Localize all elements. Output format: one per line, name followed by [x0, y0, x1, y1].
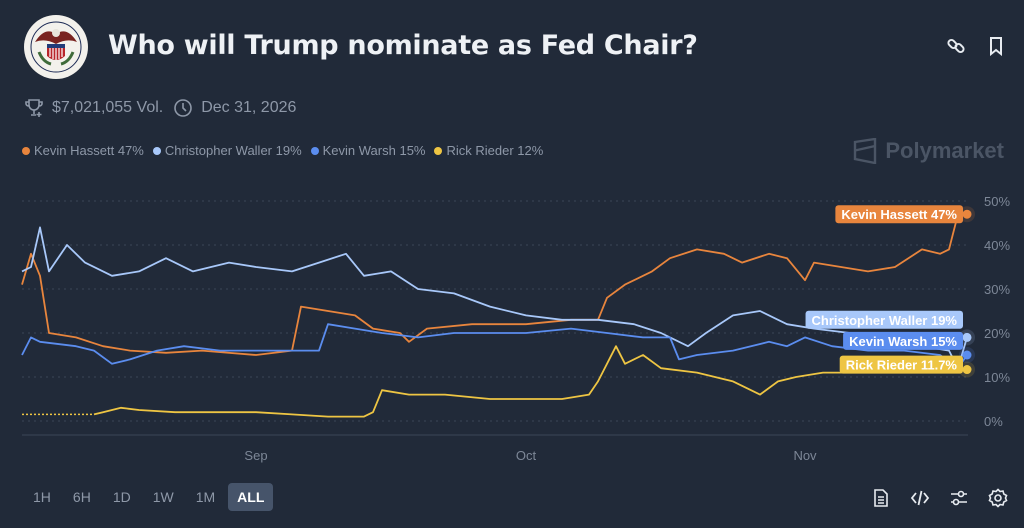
x-tick-label: Oct [516, 448, 537, 463]
price-chart[interactable]: 0% 10% 20% 30% 40% 50% Sep Oct Nov Kevin Hassett … [0, 180, 1024, 470]
y-tick-label: 10% [984, 370, 1010, 385]
bookmark-icon[interactable] [986, 36, 1006, 57]
y-tick-label: 50% [984, 194, 1010, 209]
legend-item: Kevin Hassett 47% [22, 143, 144, 158]
end-date-text: Dec 31, 2026 [201, 99, 297, 116]
end-label-bg [835, 205, 963, 224]
legend-item: Christopher Waller 19% [152, 143, 302, 158]
legend-item: Rick Rieder 12% [434, 143, 543, 158]
legend-dot [434, 146, 443, 155]
x-tick-label: Nov [793, 448, 817, 463]
range-6h[interactable]: 6H [72, 489, 91, 505]
series-line-rick-rieder[interactable] [93, 345, 967, 418]
chart-legend: Kevin Hassett 47% Christopher Waller 19% K… [22, 143, 543, 158]
sliders-icon[interactable] [949, 488, 969, 508]
settings-icon[interactable] [988, 488, 1008, 508]
legend-dot [310, 146, 319, 155]
end-label: Christopher Waller 19% [805, 310, 963, 329]
end-point [962, 350, 972, 360]
range-1d[interactable]: 1D [112, 489, 131, 505]
legend-label: Kevin Warsh 15% [322, 143, 426, 158]
range-1m[interactable]: 1M [195, 489, 216, 505]
end-point [962, 209, 972, 219]
end-label-text: Rick Rieder 11.7% [846, 358, 958, 373]
legend-item: Kevin Warsh 15% [310, 143, 426, 158]
end-point [962, 332, 972, 342]
legend-dot [152, 146, 161, 155]
series-line-christopher-waller[interactable] [21, 226, 968, 370]
end-label-bg [843, 331, 963, 350]
end-label: Rick Rieder 11.7% [839, 355, 963, 374]
end-label-text: Kevin Hassett 47% [841, 207, 957, 222]
code-icon[interactable] [910, 488, 930, 508]
legend-label: Kevin Hassett 47% [34, 143, 144, 158]
y-tick-label: 40% [984, 238, 1010, 253]
legend-dot [22, 146, 30, 155]
end-point [962, 365, 972, 375]
polymarket-logo: Polymarket [853, 138, 1004, 164]
end-label-text: Kevin Warsh 15% [849, 334, 957, 349]
legend-label: Rick Rieder 12% [446, 143, 544, 158]
x-tick-label: Sep [244, 448, 267, 463]
polymarket-icon [854, 138, 877, 164]
y-tick-label: 20% [984, 326, 1010, 341]
clock-icon [174, 99, 193, 117]
time-range-selector: 1H 6H 1D 1W 1M ALL [24, 483, 274, 511]
link-icon[interactable] [946, 36, 966, 56]
trophy-icon [25, 99, 43, 117]
end-label: Kevin Warsh 15% [843, 331, 963, 350]
series-line-kevin-warsh[interactable] [21, 323, 968, 370]
end-label-bg [839, 355, 963, 374]
end-label-text: Christopher Waller 19% [812, 313, 958, 328]
end-label-bg [805, 310, 963, 329]
range-all[interactable]: ALL [228, 483, 274, 511]
page-title: Who will Trump nominate as Fed Chair? [108, 30, 698, 61]
legend-label: Christopher Waller 19% [164, 143, 302, 158]
end-label: Kevin Hassett 47% [835, 205, 963, 224]
fed-seal-logo [24, 15, 88, 79]
y-tick-label: 0% [984, 414, 1003, 429]
range-1w[interactable]: 1W [152, 489, 174, 505]
document-icon[interactable] [871, 488, 891, 508]
volume-text: $7,021,055 Vol. [52, 99, 164, 116]
range-1h[interactable]: 1H [33, 489, 51, 505]
y-tick-label: 30% [984, 282, 1010, 297]
